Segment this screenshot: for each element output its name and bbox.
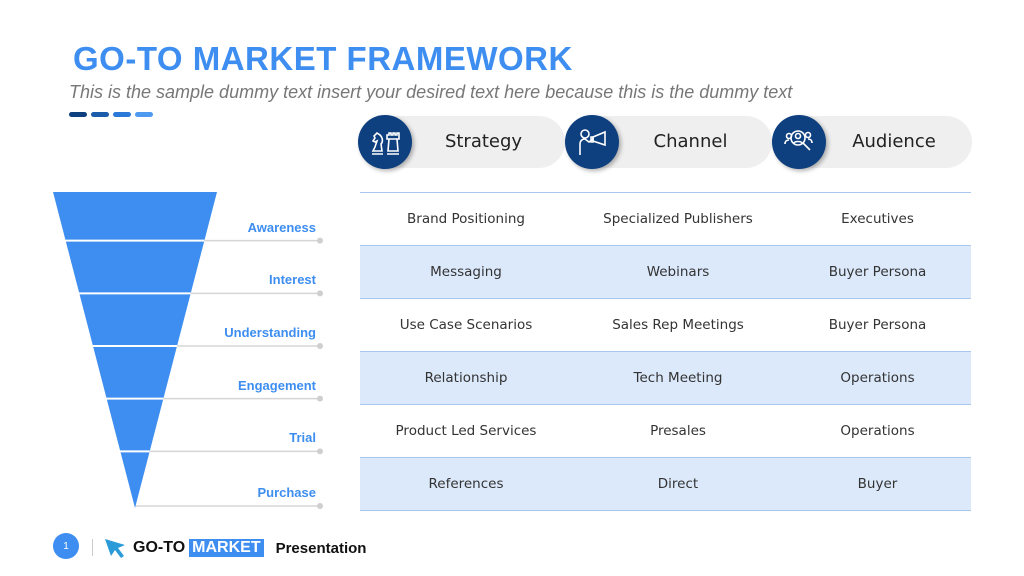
funnel-stage-label: Awareness xyxy=(247,219,316,235)
table-cell: Buyer Persona xyxy=(828,264,927,280)
audience-search-icon xyxy=(772,115,826,169)
stage-dot xyxy=(317,395,323,402)
column-header-audience: Audience xyxy=(772,115,972,169)
stage-dot xyxy=(317,290,323,297)
table-cell: Brand Positioning xyxy=(407,211,525,227)
table-row: Messaging Webinars Buyer Persona xyxy=(360,246,971,299)
table-cell: Buyer Persona xyxy=(828,317,927,333)
table-cell: Direct xyxy=(657,476,699,492)
table-cell: Executives xyxy=(841,211,914,227)
table-cell: Use Case Scenarios xyxy=(399,317,533,333)
funnel-stage-label: Understanding xyxy=(224,325,316,340)
dash xyxy=(91,112,109,117)
brand-suffix: Presentation xyxy=(275,539,367,557)
dash xyxy=(69,112,87,117)
column-header-label: Audience xyxy=(852,131,936,152)
stage-dot xyxy=(317,503,323,509)
funnel-stage-label: Purchase xyxy=(257,485,316,500)
title-dashes xyxy=(69,112,153,117)
page-subtitle: This is the sample dummy text insert you… xyxy=(69,82,793,102)
table-cell: References xyxy=(428,476,504,492)
brand-highlight: MARKET xyxy=(189,539,264,557)
cursor-logo-icon xyxy=(105,539,125,558)
dash xyxy=(113,112,131,117)
stage-dot xyxy=(317,237,323,244)
footer-divider xyxy=(92,539,93,556)
column-header-channel: Channel xyxy=(565,115,772,169)
page-number: 1 xyxy=(53,533,79,559)
table-row: References Direct Buyer xyxy=(360,458,971,511)
column-header-label: Channel xyxy=(653,131,728,152)
table-cell: Presales xyxy=(650,423,706,439)
table-cell: Relationship xyxy=(424,370,508,386)
funnel-stage-label: Trial xyxy=(289,430,316,446)
table-row: Relationship Tech Meeting Operations xyxy=(360,352,971,405)
framework-table: Brand Positioning Specialized Publishers E… xyxy=(360,192,971,511)
table-cell: Webinars xyxy=(646,264,710,280)
table-cell: Buyer xyxy=(857,476,898,492)
table-cell: Specialized Publishers xyxy=(603,211,753,227)
page-title: GO-TO MARKET FRAMEWORK xyxy=(73,40,573,77)
stage-dot xyxy=(317,448,323,455)
brand-part: GO-TO xyxy=(133,539,186,556)
funnel-stage-label: Interest xyxy=(269,272,316,288)
table-row: Product Led Services Presales Operations xyxy=(360,405,971,458)
table-row: Use Case Scenarios Sales Rep Meetings Buye… xyxy=(360,299,971,352)
stage-dot xyxy=(317,343,323,349)
chess-icon xyxy=(358,115,412,169)
column-header-label: Strategy xyxy=(444,131,523,152)
dash xyxy=(135,112,153,117)
column-header-strategy: Strategy xyxy=(358,115,565,169)
table-cell: Operations xyxy=(840,370,915,386)
table-row: Brand Positioning Specialized Publishers E… xyxy=(360,193,971,246)
funnel-shape xyxy=(53,192,217,508)
table-cell: Tech Meeting xyxy=(633,370,723,386)
table-cell: Product Led Services xyxy=(395,423,537,439)
funnel-graphic xyxy=(53,192,323,509)
funnel-stage-label: Engagement xyxy=(237,377,316,393)
table-cell: Sales Rep Meetings xyxy=(612,317,744,333)
footer-brand: GO-TO MARKET Presentation xyxy=(133,539,366,557)
table-cell: Messaging xyxy=(430,264,502,280)
megaphone-icon xyxy=(565,115,619,169)
table-cell: Operations xyxy=(840,423,915,439)
